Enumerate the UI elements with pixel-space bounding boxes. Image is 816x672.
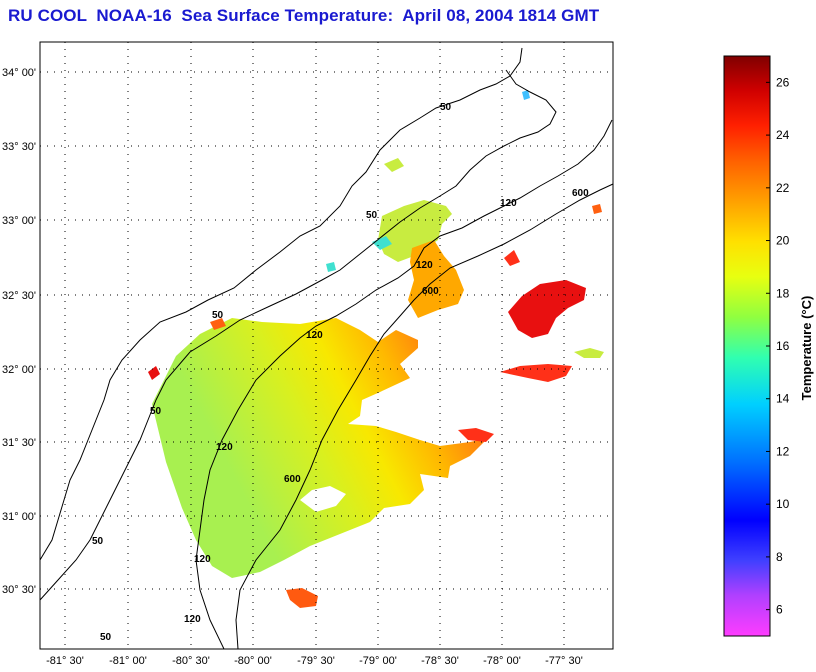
longitude-label: -80° 30' [172,655,210,667]
longitude-label: -81° 30' [46,655,84,667]
contour-label: 120 [500,198,517,209]
contour-label: 600 [284,474,301,485]
latitude-label: 31° 30' [2,437,36,449]
contour-label: 50 [212,310,224,321]
colorbar-tick-label: 14 [776,392,790,406]
contour-label: 50 [440,102,452,113]
longitude-label: -81° 00' [109,655,147,667]
sst-north-patch [378,200,452,262]
sst-offshore-warm-patch [508,280,586,338]
colorbar-tick-label: 6 [776,603,783,617]
colorbar-tick-label: 24 [776,128,790,142]
latitude-labels: 34° 00' 33° 30' 33° 00' 32° 30' 32° 00' … [2,67,36,596]
contour-120m [195,119,613,650]
colorbar-tick-label: 10 [776,497,790,511]
contour-label: 600 [572,188,589,199]
coastline [39,47,523,561]
colorbar-tick-label: 22 [776,181,790,195]
contour-label: 120 [416,260,433,271]
latitude-label: 32° 00' [2,364,36,376]
latitude-label: 30° 30' [2,584,36,596]
colorbar: 26 24 22 20 18 16 14 12 10 8 6 Temperature (°C) [723,55,814,637]
contour-label: 50 [366,210,378,221]
colorbar-tick-label: 12 [776,444,790,458]
colorbar-gradient [723,55,771,637]
contour-50m [39,69,557,601]
longitude-label: -78° 30' [421,655,459,667]
latitude-label: 34° 00' [2,67,36,79]
contour-label: 50 [100,632,112,643]
contour-label: 120 [184,614,201,625]
contour-label: 50 [150,406,162,417]
colorbar-tick-label: 8 [776,550,783,564]
colorbar-tick-label: 20 [776,234,790,248]
colorbar-label: Temperature (°C) [799,296,814,401]
sst-main-swath [152,318,488,578]
map-title: RU COOL NOAA-16 Sea Surface Temperature:… [8,6,600,25]
colorbar-tick-label: 26 [776,75,790,89]
latitude-label: 33° 30' [2,141,36,153]
longitude-labels: -81° 30' -81° 00' -80° 30' -80° 00' -79°… [46,655,583,667]
longitude-label: -79° 30' [297,655,335,667]
contour-label: 50 [92,536,104,547]
coastline-contours [39,47,614,650]
longitude-label: -80° 00' [234,655,272,667]
contour-600m [235,183,614,650]
sst-data-layer [148,90,604,608]
colorbar-tick-label: 18 [776,286,790,300]
colorbar-ticks: 26 24 22 20 18 16 14 12 10 8 6 [766,75,790,617]
longitude-label: -78° 00' [483,655,521,667]
latitude-label: 31° 00' [2,511,36,523]
longitude-label: -77° 30' [545,655,583,667]
contour-label: 600 [422,286,439,297]
contour-label: 120 [216,442,233,453]
contour-label: 120 [306,330,323,341]
longitude-label: -79° 00' [359,655,397,667]
colorbar-tick-label: 16 [776,339,790,353]
contour-label: 120 [194,554,211,565]
latitude-label: 32° 30' [2,290,36,302]
latitude-label: 33° 00' [2,215,36,227]
